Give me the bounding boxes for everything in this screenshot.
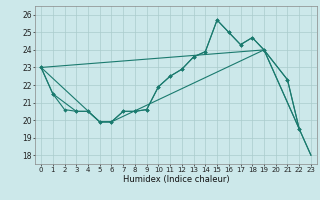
X-axis label: Humidex (Indice chaleur): Humidex (Indice chaleur) bbox=[123, 175, 229, 184]
